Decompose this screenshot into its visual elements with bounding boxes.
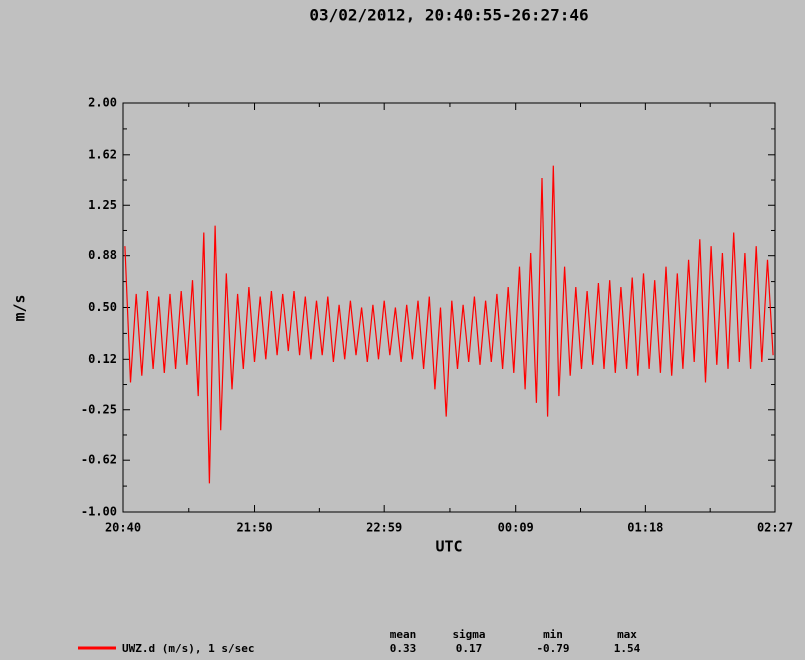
y-tick-label: -0.62 (81, 453, 117, 467)
y-tick-label: 0.88 (88, 248, 117, 262)
stats-header: mean (390, 628, 417, 641)
stats-header: min (543, 628, 563, 641)
x-tick-label: 00:09 (498, 521, 534, 535)
y-tick-label: -0.25 (81, 402, 117, 416)
y-tick-label: 2.00 (88, 96, 117, 110)
y-tick-label: -1.00 (81, 505, 117, 519)
chart-title: 03/02/2012, 20:40:55-26:27:46 (309, 6, 588, 25)
stats-header: sigma (452, 628, 485, 641)
y-tick-label: 1.62 (88, 147, 117, 161)
x-tick-label: 02:27 (757, 521, 793, 535)
x-tick-label: 20:40 (105, 521, 141, 535)
y-axis-label: m/s (11, 294, 29, 321)
legend-label: UWZ.d (m/s), 1 s/sec (122, 642, 254, 655)
x-tick-label: 22:59 (366, 521, 402, 535)
x-tick-label: 01:18 (627, 521, 663, 535)
stats-value: 1.54 (614, 642, 641, 655)
stats-value: -0.79 (536, 642, 569, 655)
data-line (124, 165, 774, 484)
y-tick-label: 1.25 (88, 198, 117, 212)
y-tick-label: 0.50 (88, 300, 117, 314)
stats-header: max (617, 628, 637, 641)
stats-value: 0.17 (456, 642, 483, 655)
x-tick-label: 21:50 (236, 521, 272, 535)
y-tick-label: 0.12 (88, 352, 117, 366)
x-axis-label: UTC (435, 538, 462, 556)
stats-value: 0.33 (390, 642, 417, 655)
